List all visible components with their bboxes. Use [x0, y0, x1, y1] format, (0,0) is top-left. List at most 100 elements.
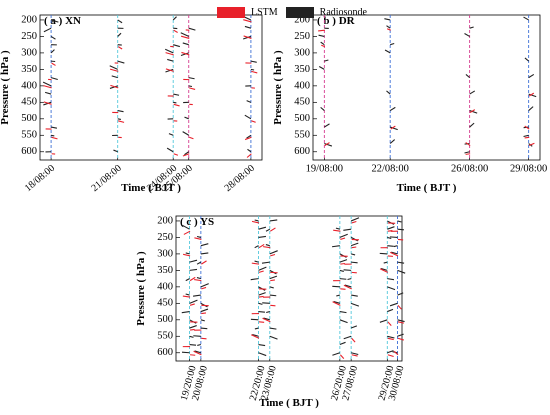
- lstm-mark: [340, 355, 343, 359]
- y-tick-label: 450: [294, 97, 310, 108]
- y-tick-label: 200: [157, 215, 173, 226]
- radiosonde-mark: [319, 35, 325, 36]
- radiosonde-mark: [201, 253, 208, 254]
- radiosonde-mark: [270, 251, 278, 254]
- y-tick-label: 400: [157, 281, 173, 292]
- y-tick-label: 500: [157, 314, 173, 325]
- legend-swatch-lstm: [217, 7, 245, 18]
- radiosonde-mark: [397, 229, 403, 230]
- radiosonde-mark: [167, 148, 173, 152]
- radiosonde-mark: [258, 227, 265, 229]
- lstm-mark: [183, 296, 190, 297]
- lstm-mark: [270, 254, 275, 255]
- radiosonde-mark: [118, 33, 121, 36]
- radiosonde-mark: [169, 134, 173, 136]
- radiosonde-mark: [387, 287, 395, 290]
- lstm-mark: [398, 305, 401, 309]
- lstm-mark: [398, 338, 404, 340]
- radiosonde-mark: [186, 279, 190, 281]
- radiosonde-mark: [255, 246, 259, 248]
- radiosonde-mark: [390, 237, 398, 238]
- radiosonde-mark: [201, 284, 209, 287]
- lstm-mark: [252, 221, 259, 223]
- radiosonde-mark: [470, 27, 474, 28]
- radiosonde-mark: [184, 117, 188, 119]
- y-tick-label: 400: [21, 80, 37, 91]
- lstm-mark: [201, 261, 206, 264]
- radiosonde-mark: [189, 28, 196, 30]
- radiosonde-mark: [186, 294, 190, 295]
- radiosonde-mark: [255, 328, 259, 329]
- y-axis-label: Pressure ( hPa ): [135, 251, 147, 326]
- radiosonde-mark: [258, 303, 262, 304]
- lstm-mark: [352, 338, 355, 342]
- lstm-mark: [333, 230, 340, 231]
- radiosonde-mark: [466, 74, 470, 77]
- x-tick-label: 28/08:00: [223, 163, 257, 194]
- lstm-mark: [388, 338, 394, 339]
- lstm-mark: [183, 254, 190, 256]
- radiosonde-mark: [258, 312, 264, 313]
- radiosonde-mark: [186, 253, 190, 254]
- radiosonde-mark: [197, 278, 201, 279]
- x-tick-label: 19/08:00: [306, 163, 343, 174]
- lstm-mark: [189, 88, 195, 90]
- radiosonde-mark: [173, 102, 176, 103]
- radiosonde-mark: [118, 111, 124, 112]
- lstm-mark: [259, 296, 264, 297]
- lstm-mark: [189, 137, 193, 139]
- radiosonde-mark: [266, 245, 270, 246]
- radiosonde-mark: [524, 17, 529, 20]
- radiosonde-mark: [387, 279, 394, 280]
- radiosonde-mark: [266, 229, 270, 231]
- radiosonde-mark: [201, 244, 208, 246]
- plot-frame: [40, 15, 262, 160]
- radiosonde-mark: [340, 320, 348, 323]
- lstm-mark: [201, 287, 206, 288]
- radiosonde-mark: [470, 123, 474, 127]
- radiosonde-mark: [190, 269, 197, 270]
- radiosonde-mark: [397, 334, 403, 336]
- radiosonde-mark: [351, 254, 355, 255]
- radiosonde-mark: [51, 78, 58, 80]
- radiosonde-mark: [351, 218, 359, 221]
- radiosonde-mark: [197, 262, 201, 264]
- radiosonde-mark: [384, 262, 388, 263]
- radiosonde-mark: [387, 309, 393, 311]
- radiosonde-mark: [336, 228, 340, 229]
- radiosonde-mark: [245, 115, 251, 119]
- radiosonde-mark: [351, 326, 357, 328]
- panel-dr: ( b ) DR200250300350400450500550600Press…: [272, 14, 547, 194]
- radiosonde-mark: [340, 342, 346, 344]
- radiosonde-mark: [524, 135, 529, 136]
- radiosonde-mark: [51, 135, 54, 136]
- radiosonde-mark: [321, 107, 325, 110]
- radiosonde-mark: [270, 220, 277, 221]
- radiosonde-mark: [336, 295, 340, 296]
- lstm-mark: [52, 63, 56, 65]
- radiosonde-mark: [266, 312, 270, 313]
- radiosonde-mark: [464, 34, 469, 37]
- radiosonde-mark: [397, 262, 404, 263]
- lstm-mark: [352, 355, 358, 356]
- radiosonde-mark: [348, 279, 352, 280]
- lstm-mark: [340, 263, 345, 264]
- y-tick-label: 300: [294, 47, 310, 58]
- x-axis-label: Time ( BJT ): [397, 182, 457, 194]
- radiosonde-mark: [529, 107, 533, 111]
- lstm-mark: [352, 222, 357, 223]
- radiosonde-mark: [251, 319, 259, 320]
- radiosonde-mark: [324, 124, 329, 127]
- lstm-mark: [174, 104, 180, 106]
- radiosonde-mark: [387, 227, 394, 229]
- x-tick-label: 22/08:00: [372, 163, 409, 174]
- x-tick-label: 21/08:00: [89, 163, 123, 194]
- radiosonde-mark: [190, 300, 198, 303]
- y-tick-label: 500: [21, 113, 37, 124]
- lstm-mark: [174, 154, 178, 156]
- panel-label: ( a ) XN: [44, 15, 81, 27]
- lstm-mark: [398, 322, 404, 323]
- radiosonde-mark: [245, 26, 251, 28]
- radiosonde-mark: [182, 352, 190, 353]
